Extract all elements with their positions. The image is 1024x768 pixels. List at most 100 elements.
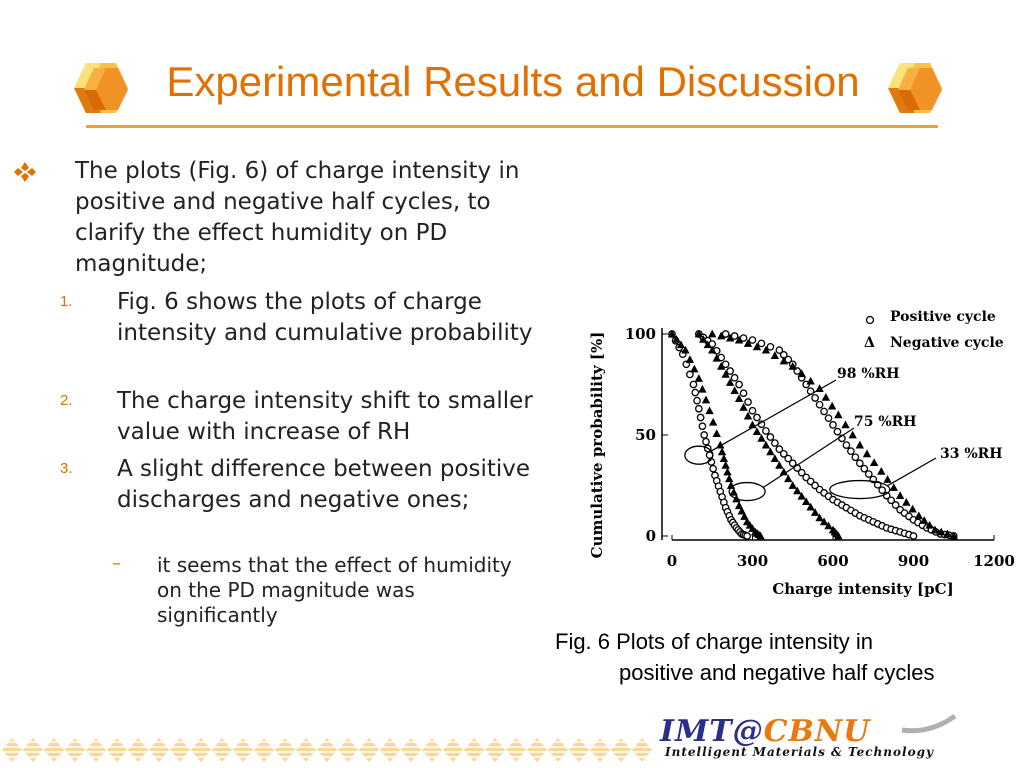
- data-point-negative: [701, 395, 711, 404]
- data-point-negative: [793, 486, 802, 495]
- data-point-negative: [895, 491, 905, 500]
- data-point-negative: [943, 529, 952, 538]
- legend-marker-negative: Δ: [864, 335, 875, 351]
- data-point-negative: [705, 406, 714, 415]
- annotation-label: 75 %RH: [854, 414, 917, 430]
- data-point-negative: [712, 429, 721, 438]
- arrow-75rh: [762, 427, 855, 489]
- data-point-negative: [719, 454, 729, 462]
- ellipse-33rh: [829, 479, 891, 500]
- footer-diamond: [569, 738, 589, 762]
- footer-diamond: [338, 738, 358, 762]
- data-point-negative: [699, 335, 708, 343]
- data-point-negative: [889, 483, 898, 491]
- data-point-negative: [770, 351, 780, 359]
- data-point-negative: [717, 447, 727, 456]
- data-point-negative: [698, 384, 707, 393]
- y-tick-label: 50: [635, 426, 656, 444]
- footer-diamond: [506, 738, 526, 762]
- footer-diamond: [590, 738, 610, 762]
- data-point-positive: [698, 422, 707, 431]
- data-point-negative: [937, 527, 946, 536]
- data-point-negative: [788, 481, 797, 489]
- data-point-negative: [757, 434, 766, 442]
- data-point-negative: [703, 340, 712, 349]
- data-point-positive: [693, 396, 701, 405]
- data-point-negative: [725, 333, 735, 342]
- dash-bullet-icon: –: [112, 553, 121, 574]
- sub-bullet-text: it seems that the effect of humidity on …: [157, 553, 512, 627]
- data-point-positive: [739, 334, 748, 342]
- annotation-label: 33 %RH: [940, 446, 1003, 462]
- data-point-negative: [869, 458, 879, 467]
- footer-diamond: [611, 738, 631, 762]
- ellipse-98rh: [684, 445, 714, 465]
- data-point-positive: [748, 406, 757, 415]
- data-point-negative: [925, 520, 934, 529]
- data-point-negative: [810, 508, 820, 516]
- data-point-negative: [685, 355, 695, 363]
- data-point-negative: [797, 369, 806, 378]
- annotation-label: 98 %RH: [837, 366, 900, 382]
- data-point-positive: [748, 336, 757, 344]
- figure-caption: Fig. 6 Plots of charge intensity in posi…: [555, 626, 1015, 688]
- footer-diamond: [128, 738, 148, 762]
- caption-line-2: positive and negative half cycles: [619, 660, 935, 685]
- data-point-negative: [725, 474, 734, 483]
- footer-diamond: [548, 738, 568, 762]
- data-point-negative: [801, 497, 811, 506]
- data-point-negative: [902, 497, 911, 506]
- footer-diamond: [380, 738, 400, 762]
- footer-diamond: [464, 738, 484, 762]
- data-point-negative: [729, 487, 738, 496]
- data-point-negative: [739, 403, 748, 411]
- data-point-negative: [949, 531, 958, 540]
- data-point-positive: [864, 470, 873, 478]
- item-text: The charge intensity shift to smaller va…: [117, 388, 533, 445]
- data-point-positive: [788, 459, 797, 468]
- data-point-positive: [721, 360, 730, 369]
- legend-label-positive: Positive cycle: [890, 309, 996, 325]
- data-point-positive: [700, 431, 709, 439]
- data-point-negative: [721, 370, 730, 378]
- item-text: Fig. 6 shows the plots of charge intensi…: [117, 289, 533, 346]
- data-point-positive: [730, 373, 739, 382]
- footer-diamond: [359, 738, 379, 762]
- footer-diamond: [401, 738, 421, 762]
- footer-pattern: [2, 738, 652, 762]
- data-point-negative: [690, 364, 699, 373]
- footer-diamond: [317, 738, 337, 762]
- data-point-positive: [860, 464, 869, 473]
- data-point-negative: [743, 339, 753, 347]
- logo-cbnu: CBNU: [763, 714, 871, 749]
- data-point-negative: [920, 516, 929, 524]
- footer-diamond: [296, 738, 316, 762]
- footer-diamond: [191, 738, 211, 762]
- logo-imt: IMT: [660, 714, 733, 749]
- data-point-negative: [834, 410, 843, 419]
- footer-diamond: [443, 738, 463, 762]
- data-point-negative: [761, 345, 771, 354]
- footer-diamond: [65, 738, 85, 762]
- data-point-positive: [757, 339, 766, 348]
- data-point-negative: [752, 342, 762, 351]
- data-point-negative: [914, 511, 924, 520]
- data-point-positive: [775, 346, 784, 355]
- data-point-positive: [744, 398, 752, 406]
- data-point-negative: [806, 502, 815, 511]
- footer-diamond: [233, 738, 253, 762]
- arrow-98rh: [710, 379, 837, 452]
- footer-diamond: [2, 738, 22, 762]
- item-number: 1.: [60, 293, 73, 310]
- imt-cbnu-logo: IMT@CBNU Intelligent Materials & Technol…: [655, 712, 990, 768]
- data-point-negative: [908, 504, 917, 513]
- x-tick-label: 0: [667, 552, 677, 570]
- footer-diamond: [86, 738, 106, 762]
- data-point-negative: [848, 430, 857, 439]
- y-tick-label: 0: [646, 527, 656, 545]
- footer-diamond: [422, 738, 442, 762]
- data-point-positive: [743, 532, 751, 540]
- data-point-positive: [766, 433, 775, 441]
- y-tick-label: 100: [625, 325, 656, 343]
